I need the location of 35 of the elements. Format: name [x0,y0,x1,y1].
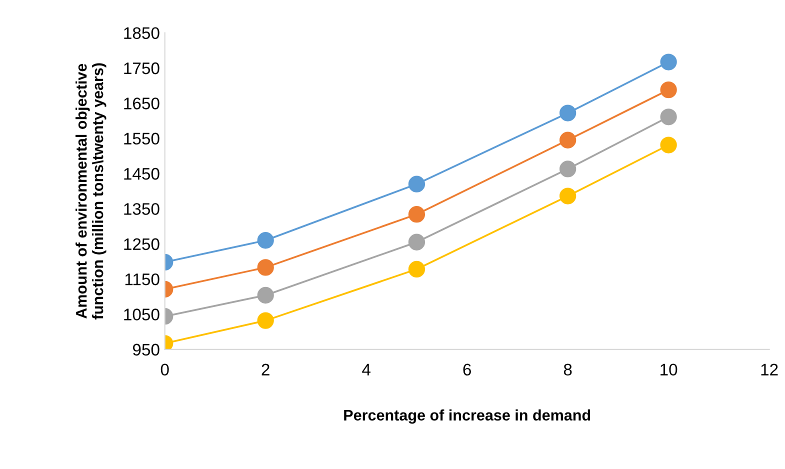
y-axis-title: Amount of environmental objective function (million tons\twenty years) [76,63,106,320]
point [660,54,677,70]
point [257,286,274,304]
x-tick-label: 12 [761,364,778,376]
y-tick-label: 1050 [124,308,160,320]
y-tick-label: 1350 [124,203,160,215]
point [660,81,677,98]
x-tick-label: 0 [160,364,169,376]
x-tick-label: 6 [463,364,471,376]
x-axis-title: Percentage of increase in demand [344,409,590,424]
point [559,132,576,148]
point [559,188,576,204]
point [257,312,274,329]
x-tick-label: 2 [262,364,270,376]
point [660,108,677,126]
point [660,136,677,154]
point [257,232,274,249]
point [408,176,426,192]
y-tick-label: 1150 [125,273,160,286]
point [559,160,576,178]
y-tick-label: 1750 [124,62,160,74]
point [408,206,426,223]
y-tick-label: 1550 [124,132,160,145]
point [559,104,576,122]
x-tick-label: 10 [660,364,678,376]
y-tick-label: 950 [132,344,160,356]
y-tick-label: 1850 [124,27,160,40]
x-tick-label: 4 [362,364,370,376]
x-tick-label: 8 [564,364,572,376]
point [408,260,426,278]
y-tick-label: 1650 [124,98,160,110]
point [257,259,274,276]
y-tick-label: 1250 [124,238,160,250]
y-tick-label: 1450 [124,168,160,180]
point [408,234,426,250]
